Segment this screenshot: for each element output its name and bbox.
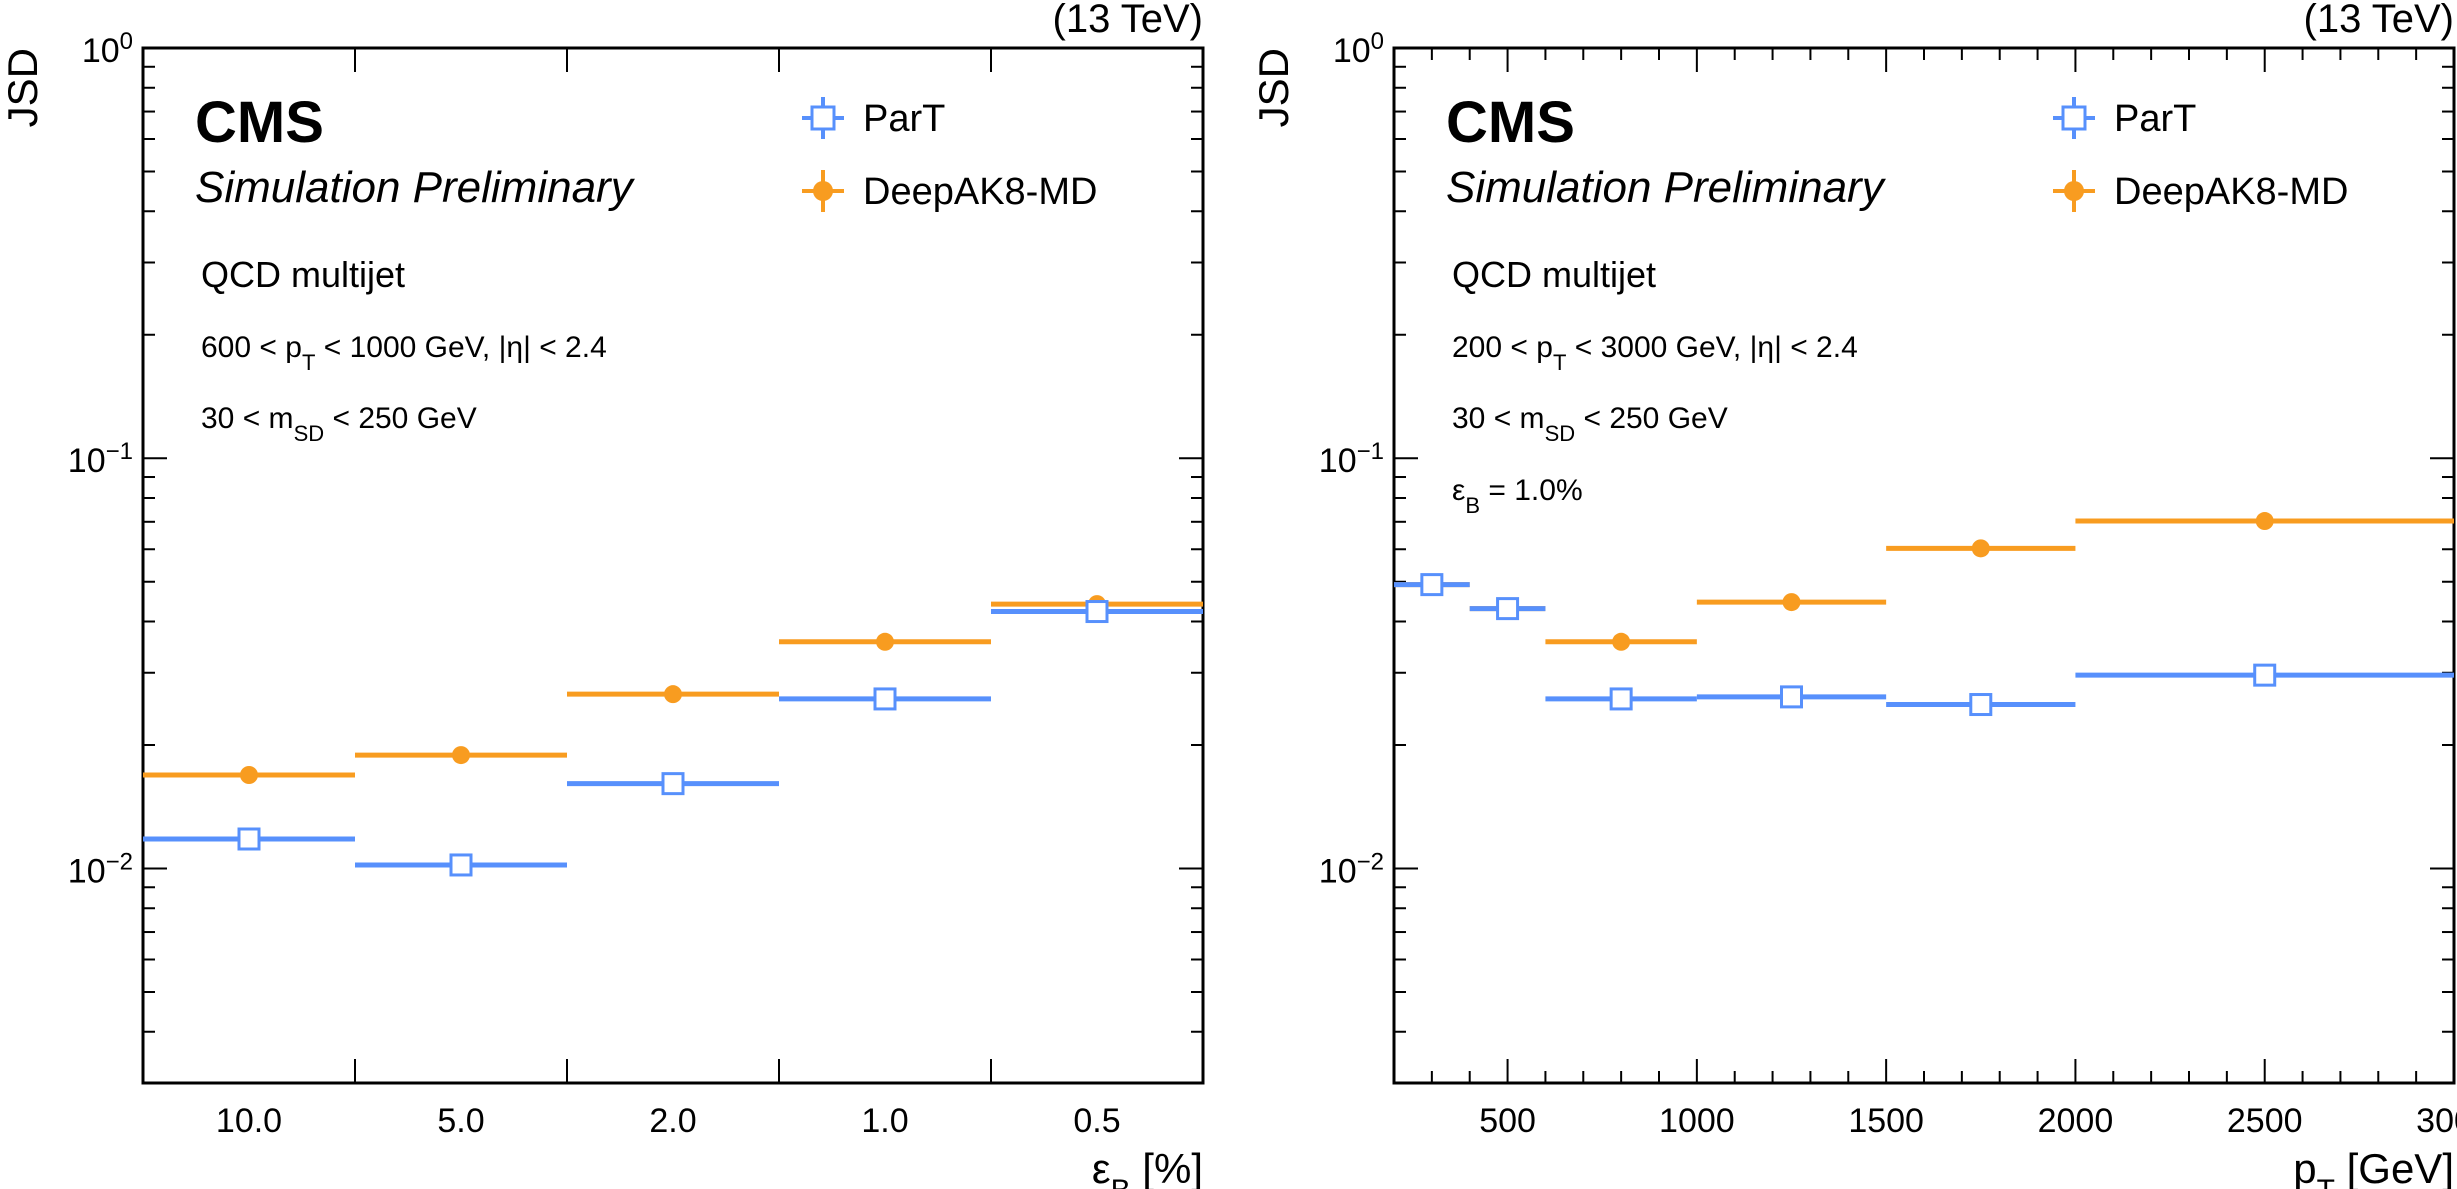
lumi-label: (13 TeV) [2304, 0, 2454, 41]
experiment-label: CMS [1446, 90, 1575, 155]
data-point-open-square [449, 853, 473, 877]
jsd-vs-background-efficiency-panel: 100 10−1 10−2 10.0 5.0 2.0 1.0 0.5 εB [%] JSD (13 … [0, 0, 1205, 1189]
annotation-text: 600 < pT < 1000 GeV, |η| < 2.4 [201, 331, 607, 375]
data-point-open-square [1780, 685, 1803, 709]
data-point-filled-circle [452, 746, 470, 765]
annotation-text: 30 < mSD < 250 GeV [1452, 402, 1728, 446]
data-point-open-square [1609, 687, 1633, 711]
x-tick-label: 0.5 [1073, 1102, 1120, 1140]
data-point-filled-circle [1782, 593, 1801, 612]
y-tick-label: 10−1 [68, 438, 133, 481]
annotation-text: 30 < mSD < 250 GeV [201, 402, 477, 446]
x-tick-label: 2500 [2227, 1102, 2303, 1140]
y-tick-label: 10−2 [1319, 848, 1384, 891]
data-point-filled-circle [240, 766, 258, 785]
data-point-filled-circle [664, 685, 682, 704]
data-point-filled-circle [1971, 539, 1990, 558]
annotation-text: QCD multijet [1452, 254, 1656, 295]
jsd-vs-jet-pt-panel: 100 10−1 10−2 500 1000 1500 2000 2500 3000 pT [Ge… [1250, 0, 2457, 1189]
legend-label: ParT [863, 98, 945, 140]
y-axis-title: JSD [0, 48, 46, 127]
data-point-filled-circle [1612, 632, 1631, 651]
simulation-label: Simulation Preliminary [195, 163, 636, 212]
x-tick-label: 1000 [1659, 1102, 1735, 1140]
experiment-label: CMS [195, 90, 324, 155]
x-tick-label: 500 [1479, 1102, 1536, 1140]
x-tick-label: 5.0 [437, 1102, 484, 1140]
data-point-filled-circle [2255, 512, 2274, 531]
simulation-label: Simulation Preliminary [1446, 163, 1887, 212]
legend-marker-open-square [2061, 105, 2087, 131]
x-axis-title: εB [%] [1092, 1145, 1203, 1189]
data-point-open-square [1496, 597, 1520, 621]
data-point-open-square [1420, 573, 1444, 597]
legend-label: DeepAK8-MD [2114, 171, 2348, 213]
annotation-text: QCD multijet [201, 254, 405, 295]
legend-marker-open-square [810, 105, 836, 131]
annotation-text: εB = 1.0% [1452, 474, 1583, 518]
legend-label: DeepAK8-MD [863, 171, 1097, 213]
x-tick-label: 1.0 [861, 1102, 908, 1140]
y-axis-title: JSD [1250, 48, 1297, 127]
x-tick-label: 2000 [2038, 1102, 2114, 1140]
x-tick-label: 3000 [2416, 1102, 2457, 1140]
lumi-label: (13 TeV) [1053, 0, 1203, 41]
plot-frame [141, 46, 1205, 1085]
data-point-open-square [1085, 600, 1109, 624]
y-tick-label: 10−2 [68, 848, 133, 891]
legend-marker-filled-circle [813, 181, 833, 201]
legend-marker-filled-circle [2064, 181, 2084, 201]
data-point-open-square [873, 687, 897, 711]
x-tick-label: 10.0 [216, 1102, 282, 1140]
y-tick-label: 100 [82, 28, 133, 71]
y-tick-label: 10−1 [1319, 438, 1384, 481]
x-tick-label: 1500 [1848, 1102, 1924, 1140]
data-point-open-square [2253, 663, 2277, 687]
data-point-open-square [661, 772, 685, 796]
x-axis-title: pT [GeV] [2293, 1145, 2454, 1189]
legend-label: ParT [2114, 98, 2196, 140]
data-point-open-square [1969, 693, 1993, 717]
data-point-filled-circle [876, 632, 894, 651]
annotation-text: 200 < pT < 3000 GeV, |η| < 2.4 [1452, 331, 1858, 375]
y-tick-label: 100 [1333, 28, 1384, 71]
x-tick-label: 2.0 [649, 1102, 696, 1140]
data-point-open-square [237, 827, 261, 851]
